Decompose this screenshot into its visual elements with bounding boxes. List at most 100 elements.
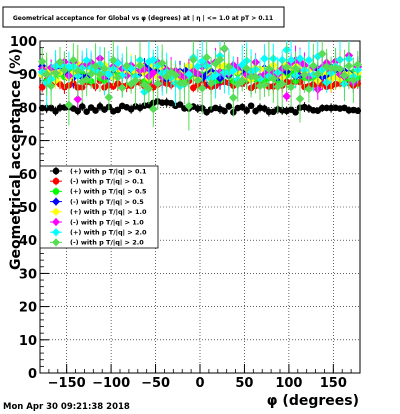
data-point	[82, 56, 91, 65]
data-point	[206, 79, 216, 88]
data-point	[313, 69, 323, 79]
data-point	[295, 94, 305, 104]
legend-entry: (-) with p T/|q| > 1.0	[70, 218, 144, 227]
legend-marker	[52, 228, 60, 237]
y-tick-label: 10	[19, 334, 37, 349]
data-point	[114, 106, 122, 114]
data-point	[86, 69, 96, 79]
data-point	[149, 104, 158, 114]
legend-entry: (+) with p T/|q| > 0.1	[70, 167, 147, 176]
legend: (+) with p T/|q| > 0.1 (-) with p T/|q| >…	[39, 165, 159, 249]
data-point	[117, 83, 127, 93]
plot-area: −150 −100 −50 0 50 100 150 0 10 20 30 40 50 60 70 80 90 1…	[10, 35, 363, 391]
data-point	[304, 55, 314, 65]
x-tick-label: 50	[235, 376, 253, 391]
x-tick-label: 0	[195, 376, 204, 391]
data-point	[104, 70, 114, 80]
data-point	[220, 44, 229, 53]
data-point	[52, 107, 59, 115]
y-tick-label: 40	[19, 234, 37, 249]
data-point	[95, 70, 105, 79]
data-point	[46, 81, 56, 91]
data-point	[180, 79, 189, 88]
data-point	[131, 76, 140, 85]
chart-title: Geometrical acceptance for Global vs φ (…	[13, 15, 273, 22]
data-point	[300, 70, 309, 80]
data-point	[331, 64, 340, 73]
legend-marker	[52, 188, 60, 195]
data-point	[157, 58, 167, 68]
data-point	[149, 68, 158, 77]
legend-marker	[52, 177, 60, 185]
x-tick-label: 150	[320, 376, 347, 391]
data-point	[109, 55, 118, 65]
data-point	[260, 80, 269, 90]
data-point	[273, 82, 283, 92]
y-tick-label: 0	[28, 367, 37, 382]
data-point	[100, 64, 109, 73]
data-point	[215, 55, 225, 65]
legend-entry: (+) with p T/|q| > 1.0	[70, 208, 147, 217]
data-point	[193, 75, 203, 85]
timestamp: Mon Apr 30 09:21:38 2018	[3, 402, 130, 412]
data-point	[184, 101, 194, 111]
data-point	[264, 64, 274, 74]
legend-marker	[52, 238, 60, 247]
data-point	[193, 62, 203, 71]
legend-entry: (+) with p T/|q| > 0.5	[70, 188, 147, 197]
data-point	[247, 102, 255, 110]
data-point	[184, 69, 194, 79]
data-point	[326, 63, 336, 73]
data-point	[60, 65, 69, 75]
y-tick-label: 60	[19, 168, 37, 183]
data-point	[140, 80, 149, 90]
data-point	[38, 83, 46, 91]
data-point	[224, 62, 234, 72]
data-point	[349, 75, 358, 85]
y-tick-label: 50	[19, 201, 37, 216]
data-point	[149, 55, 158, 65]
y-tick-label: 30	[19, 267, 37, 282]
data-point	[91, 61, 100, 71]
data-point	[144, 84, 154, 93]
y-tick-label: 70	[19, 135, 37, 150]
chart-title-box	[2, 6, 285, 28]
data-point	[251, 72, 260, 82]
data-point	[211, 70, 220, 79]
data-point	[176, 101, 184, 108]
data-point	[340, 71, 349, 80]
data-point	[64, 100, 74, 110]
x-tick-label: −50	[141, 376, 170, 391]
data-point	[113, 73, 123, 82]
legend-entry: (-) with p T/|q| > 2.0	[70, 239, 144, 248]
data-point	[37, 57, 47, 66]
data-point	[292, 109, 299, 116]
data-point	[104, 93, 114, 102]
legend-marker	[52, 218, 60, 226]
y-axis-label: Geometrical acceptance (%)	[8, 48, 24, 270]
data-point	[322, 62, 331, 72]
legend-entry: (+) with p T/|q| > 2.0	[70, 229, 147, 238]
data-point	[122, 61, 131, 71]
data-point	[233, 80, 243, 89]
legend-entry: (-) with p T/|q| > 0.1	[70, 178, 144, 187]
data-point	[353, 60, 363, 69]
legend-entry: (-) with p T/|q| > 0.5	[70, 198, 144, 207]
data-point	[73, 66, 83, 76]
data-point	[237, 76, 247, 85]
y-tick-label: 100	[10, 35, 37, 50]
x-tick-label: 100	[275, 376, 302, 391]
data-point	[295, 54, 305, 63]
data-point	[51, 68, 60, 78]
data-point	[171, 70, 180, 80]
data-point	[309, 61, 318, 71]
series-1	[38, 97, 362, 117]
data-point	[189, 55, 198, 65]
data-point	[335, 64, 345, 74]
data-point	[229, 93, 238, 102]
x-tick-label: −150	[48, 376, 86, 391]
legend-marker	[52, 197, 60, 206]
data-point	[243, 107, 250, 114]
data-point	[92, 107, 99, 114]
data-point	[202, 53, 211, 62]
